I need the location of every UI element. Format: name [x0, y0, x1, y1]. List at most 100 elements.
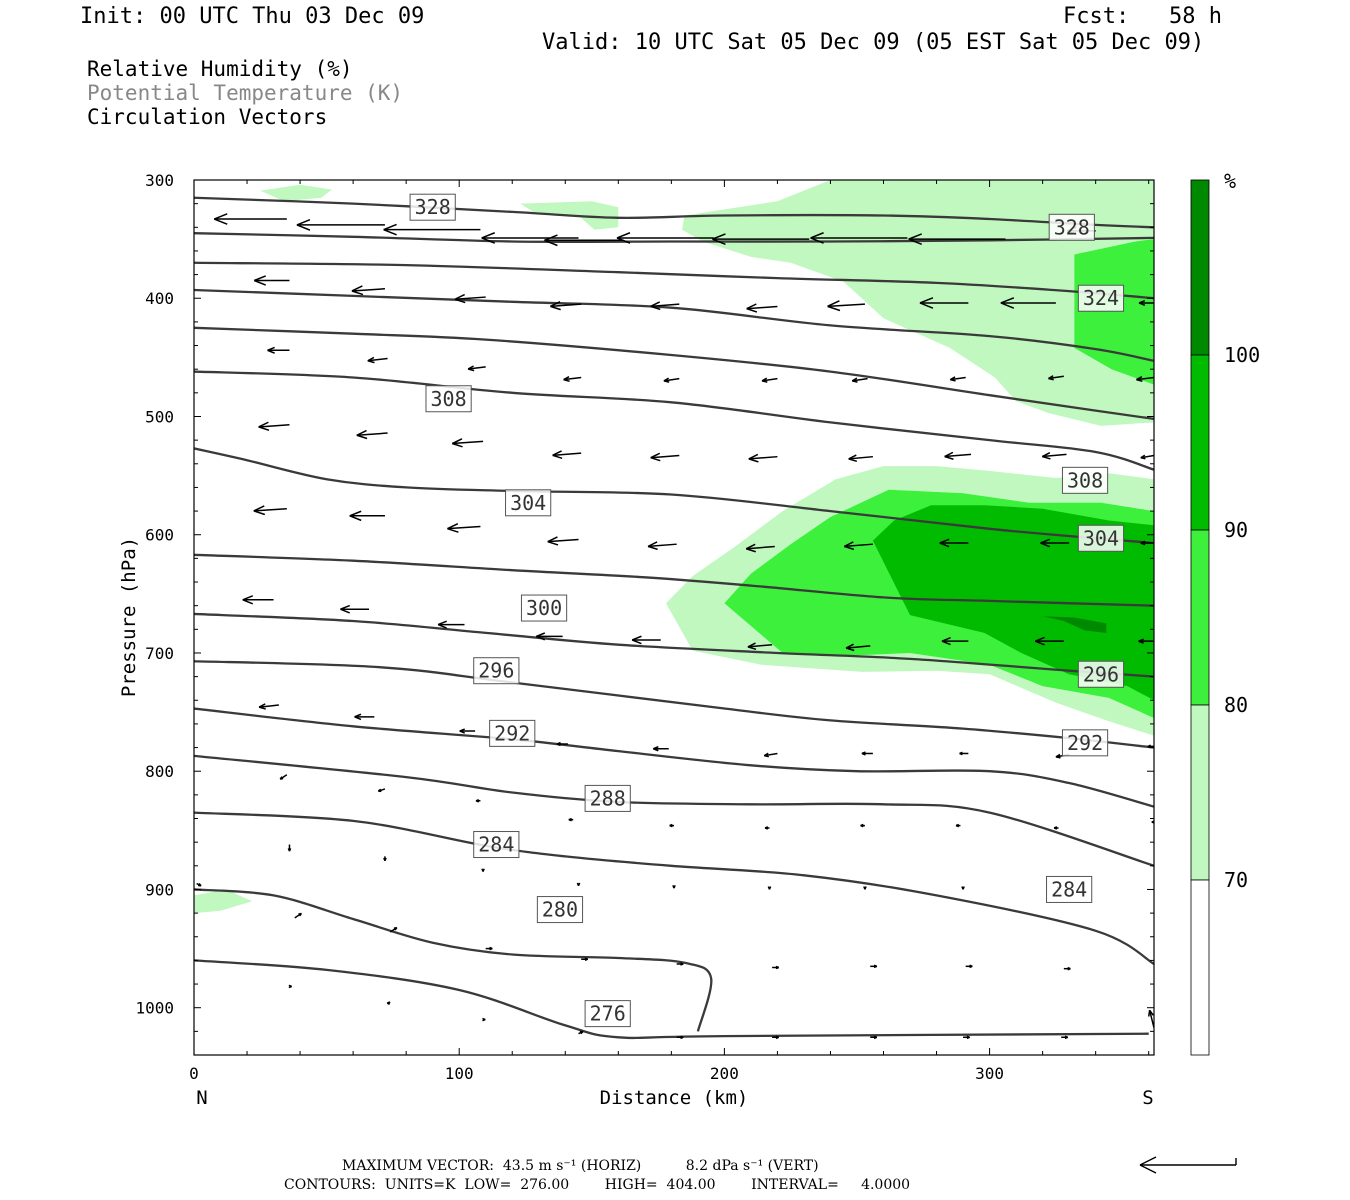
contour-label: 284 — [473, 831, 520, 859]
circulation-vector — [563, 376, 582, 382]
circulation-vector — [650, 301, 680, 311]
circulation-vector — [746, 303, 778, 313]
circulation-vector — [676, 1035, 684, 1040]
contour-label: 300 — [520, 594, 568, 622]
svg-text:276: 276 — [590, 1002, 626, 1026]
circulation-vector — [650, 452, 680, 462]
circulation-vector — [258, 703, 279, 710]
circulation-vector — [454, 293, 486, 304]
circulation-vector — [653, 746, 669, 752]
contour-label: 324 — [1077, 284, 1125, 312]
circulation-vector — [949, 376, 966, 382]
circulation-vector — [745, 543, 775, 553]
contour-label: 292 — [1061, 729, 1109, 757]
contours-note: CONTOURS: UNITS=K LOW= 276.00 HIGH= 404.… — [284, 1177, 911, 1193]
circulation-vector — [1000, 297, 1056, 309]
colorbar-tick-100: 100 — [1224, 343, 1260, 367]
circulation-vector — [576, 882, 581, 887]
circulation-vector — [354, 713, 375, 721]
x-tick-label: 100 — [445, 1064, 474, 1083]
contour-label: 308 — [1061, 466, 1109, 494]
colorbar-segment-below-70 — [1190, 879, 1210, 1056]
contour-label: 328 — [1048, 213, 1095, 241]
svg-text:324: 324 — [1083, 286, 1119, 310]
circulation-vector — [761, 377, 778, 383]
legend-potential-temperature: Potential Temperature (K) — [87, 81, 404, 105]
contour-label: 296 — [473, 657, 520, 685]
circulation-vector — [870, 964, 878, 969]
circulation-vector — [383, 856, 387, 862]
circulation-vector — [860, 823, 865, 828]
y-tick-label: 700 — [145, 644, 174, 663]
theta-contour-320 — [194, 288, 1154, 363]
circulation-vector — [919, 297, 969, 309]
svg-text:296: 296 — [478, 659, 514, 683]
potential-temperature-contours — [194, 196, 1154, 1040]
theta-contour-312 — [194, 370, 1154, 471]
colorbar-tick-80: 80 — [1224, 693, 1248, 717]
circulation-vector — [843, 541, 873, 551]
colorbar-segment-90 — [1190, 354, 1210, 531]
circulation-vector — [196, 882, 202, 887]
circulation-vector — [544, 234, 624, 247]
circulation-vector — [1034, 636, 1064, 646]
circulation-vector — [961, 886, 965, 890]
circulation-vector — [963, 1035, 970, 1040]
svg-text:328: 328 — [415, 195, 451, 219]
plot-frame — [193, 179, 1155, 1056]
y-tick-label: 300 — [145, 171, 174, 190]
circulation-vector — [845, 643, 871, 652]
circulation-vector — [767, 886, 772, 890]
y-tick-label: 1000 — [135, 999, 174, 1018]
x-axis-north-label: N — [196, 1087, 207, 1109]
circulation-vector — [851, 377, 868, 383]
circulation-vector — [287, 844, 292, 852]
y-tick-label: 800 — [145, 762, 174, 781]
theta-contour-316 — [194, 326, 1154, 421]
svg-text:308: 308 — [1067, 468, 1103, 492]
y-tick-label: 900 — [145, 880, 174, 899]
circulation-vector — [631, 635, 661, 645]
colorbar-segment-80 — [1190, 529, 1210, 706]
circulation-vector — [1048, 375, 1064, 381]
legend-relative-humidity: Relative Humidity (%) — [87, 57, 353, 81]
svg-text:328: 328 — [1054, 215, 1090, 239]
circulation-vector — [258, 421, 290, 431]
rh-region-rh70 — [260, 184, 332, 202]
theta-contour-296 — [194, 660, 1154, 749]
circulation-vector — [1140, 540, 1154, 546]
rh-region-rh100 — [1042, 616, 1107, 633]
circulation-vector — [351, 285, 385, 296]
circulation-vector — [556, 741, 568, 747]
circulation-vector — [451, 438, 484, 448]
circulation-vector — [1138, 638, 1154, 644]
svg-text:296: 296 — [1083, 662, 1119, 686]
svg-text:304: 304 — [510, 491, 546, 515]
circulation-vector — [481, 232, 579, 244]
circulation-vector — [485, 946, 493, 951]
contour-labels: 328 328 324 308 308 304 304 300 296 296 292 292 288 2… — [409, 193, 1125, 1028]
x-tick-label: 200 — [710, 1064, 739, 1083]
circulation-vector — [294, 912, 302, 919]
maximum-vector-note: MAXIMUM VECTOR: 43.5 m s⁻¹ (HORIZ) 8.2 d… — [342, 1158, 819, 1174]
circulation-vector — [547, 536, 579, 546]
circulation-vector — [389, 926, 398, 933]
x-tick-label: 300 — [975, 1064, 1004, 1083]
circulation-vector — [253, 275, 290, 286]
circulation-vector — [552, 450, 582, 460]
y-tick-label: 500 — [145, 407, 174, 426]
y-tick-label: 600 — [145, 526, 174, 545]
svg-text:292: 292 — [494, 721, 530, 745]
valid-time: Valid: 10 UTC Sat 05 Dec 09 (05 EST Sat … — [542, 30, 1205, 55]
circulation-vector — [763, 752, 778, 758]
circulation-vector — [535, 632, 563, 641]
circulation-vector — [863, 886, 867, 890]
circulation-vector — [349, 510, 385, 522]
svg-text:304: 304 — [1083, 526, 1119, 550]
contour-label: 304 — [505, 489, 552, 517]
circulation-vector — [676, 962, 684, 966]
circulation-vector — [568, 817, 574, 822]
rh-region-rh70 — [520, 201, 619, 230]
circulation-vector — [748, 453, 778, 463]
circulation-vector — [1063, 966, 1071, 971]
